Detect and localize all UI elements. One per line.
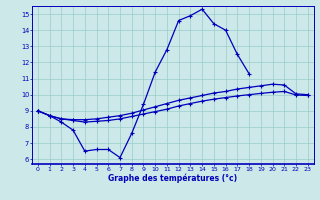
X-axis label: Graphe des températures (°c): Graphe des températures (°c) [108, 174, 237, 183]
